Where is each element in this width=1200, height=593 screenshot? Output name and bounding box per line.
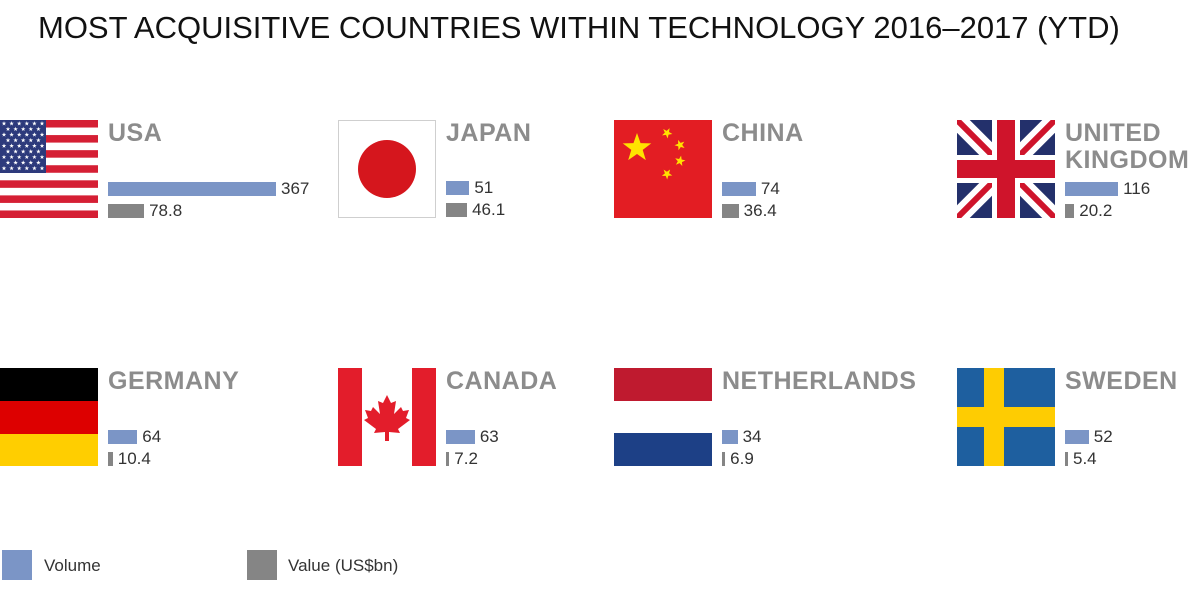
volume-label: 52 [1093, 427, 1113, 446]
volume-bar [1065, 430, 1089, 444]
country-card-sweden: SWEDEN 52 5.4 [957, 368, 1200, 478]
country-name-line: UNITED [1065, 119, 1162, 147]
country-card-germany: GERMANY 64 10.4 [0, 368, 280, 478]
country-name: UNITED KINGDOM [1065, 120, 1189, 174]
country-card-usa: USA 367 78.8 [0, 120, 309, 230]
netherlands-flag-icon [614, 368, 712, 466]
volume-bar [108, 430, 138, 444]
volume-bar [108, 182, 276, 196]
volume-label: 74 [760, 179, 780, 198]
chart-title: MOST ACQUISITIVE COUNTRIES WITHIN TECHNO… [38, 10, 1120, 45]
country-card-japan: JAPAN 51 46.1 [338, 120, 618, 230]
country-name: CHINA [722, 120, 804, 147]
country-name: NETHERLANDS [722, 368, 916, 395]
country-card-netherlands: NETHERLANDS 34 6.9 [614, 368, 916, 478]
volume-label: 63 [479, 427, 499, 446]
country-name-line: USA [108, 119, 163, 147]
legend-swatch-volume [2, 550, 32, 580]
value-label: 78.8 [149, 201, 183, 220]
volume-bar [446, 181, 470, 195]
value-bar [722, 204, 739, 218]
legend-swatch-value [247, 550, 277, 580]
country-name-line: JAPAN [446, 119, 532, 147]
volume-bar [722, 430, 738, 444]
value-label: 36.4 [743, 201, 777, 220]
value-bar [446, 203, 468, 217]
volume-bar [1065, 182, 1119, 196]
country-name-line: GERMANY [108, 367, 240, 395]
value-bar [108, 452, 113, 466]
volume-label: 51 [474, 178, 494, 197]
country-card-china: CHINA 74 36.4 [614, 120, 894, 230]
value-label: 6.9 [730, 449, 754, 468]
value-label: 20.2 [1079, 201, 1113, 220]
country-card-canada: CANADA 63 7.2 [338, 368, 618, 478]
legend-label-value: Value (US$bn) [288, 556, 399, 575]
volume-label: 64 [142, 427, 162, 446]
country-card-united-kingdom: UNITED KINGDOM 116 20.2 [957, 120, 1200, 230]
volume-bar [722, 182, 756, 196]
usa-flag-icon [0, 120, 98, 218]
country-name-line: SWEDEN [1065, 367, 1178, 395]
country-name-line: CANADA [446, 367, 558, 395]
country-name-line: KINGDOM [1065, 146, 1190, 174]
value-bar [108, 204, 145, 218]
japan-flag-icon [338, 120, 436, 218]
value-label: 46.1 [472, 200, 506, 219]
country-name: JAPAN [446, 120, 531, 147]
value-bar [1065, 452, 1068, 466]
value-bar [722, 452, 726, 466]
china-flag-icon [614, 120, 712, 218]
value-label: 7.2 [454, 449, 478, 468]
volume-label: 34 [742, 427, 762, 446]
country-name: CANADA [446, 368, 557, 395]
value-label: 5.4 [1073, 449, 1097, 468]
uk-flag-icon [957, 120, 1055, 218]
germany-flag-icon [0, 368, 98, 466]
legend-label-volume: Volume [44, 556, 101, 575]
country-name: GERMANY [108, 368, 239, 395]
volume-label: 116 [1123, 179, 1151, 198]
canada-flag-icon [338, 368, 436, 466]
sweden-flag-icon [957, 368, 1055, 466]
country-name-line: CHINA [722, 119, 804, 147]
country-name: USA [108, 120, 162, 147]
value-label: 10.4 [117, 449, 151, 468]
volume-label: 367 [281, 179, 310, 198]
country-name-line: NETHERLANDS [722, 367, 917, 395]
value-bar [446, 452, 450, 466]
volume-bar [446, 430, 475, 444]
country-name: SWEDEN [1065, 368, 1178, 395]
value-bar [1065, 204, 1075, 218]
